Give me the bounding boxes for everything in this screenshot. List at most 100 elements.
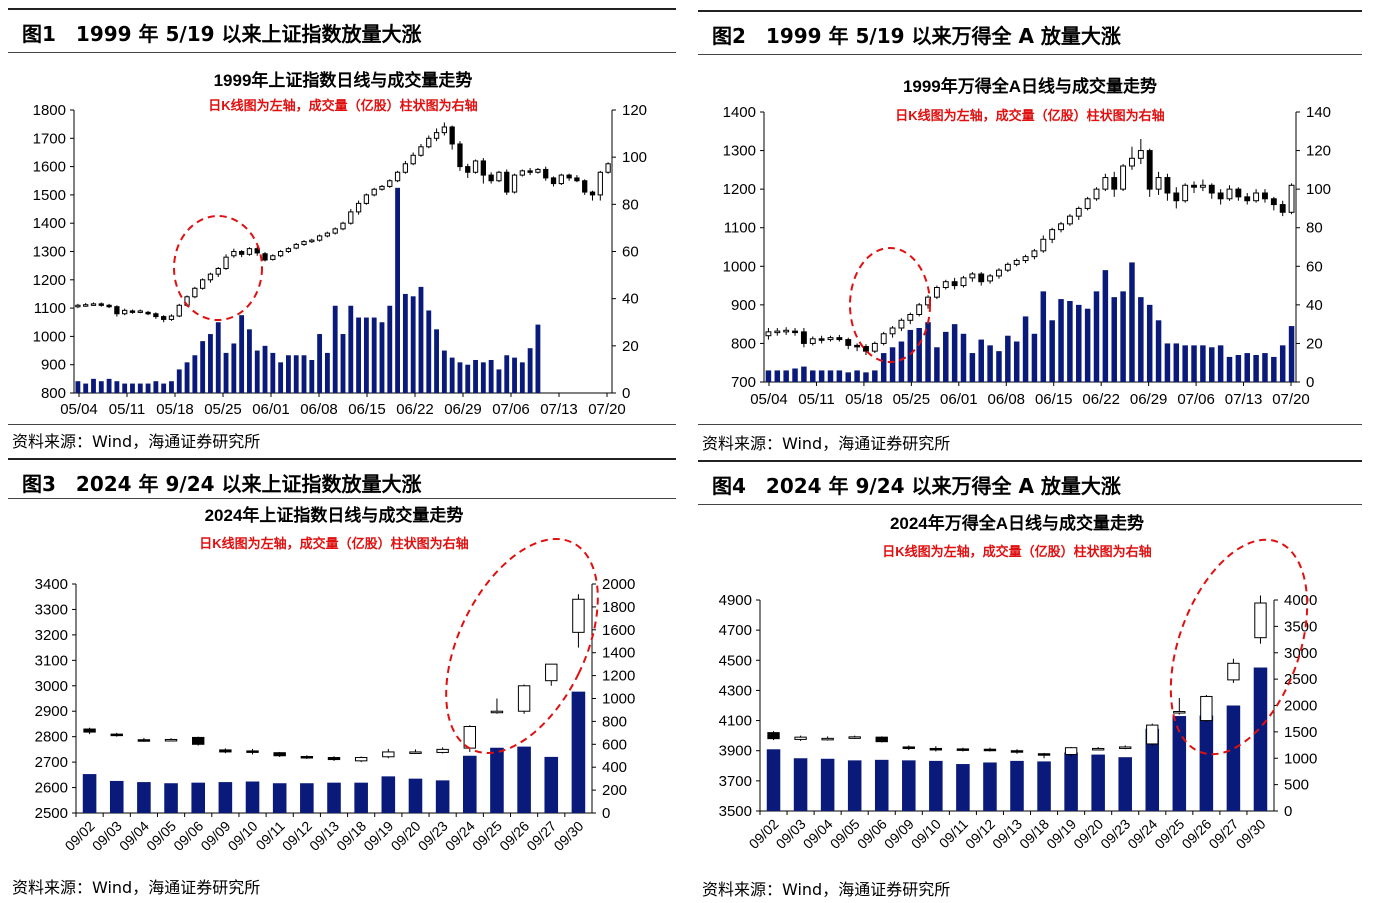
volume-bar [1049,320,1055,382]
candle-body [956,748,970,751]
volume-bar [907,329,914,382]
volume-bar [1199,715,1214,811]
candle-body [558,174,564,185]
x-tick-label: 06/22 [396,401,434,418]
volume-bar [827,370,834,382]
volume-bar [379,322,385,393]
volume-bar [1120,291,1126,382]
candle-body [122,309,128,315]
candle-body [90,303,97,306]
volume-bar [402,293,408,393]
x-tick-label: 07/06 [1177,391,1215,408]
right-tick-label: 500 [1284,777,1309,794]
volume-bar [332,305,338,393]
candle-body [875,736,888,743]
volume-bar [519,362,525,393]
volume-bar [161,383,167,393]
candle-body [1022,256,1029,261]
volume-bar [327,782,341,813]
volume-bar [898,341,905,382]
volume-bar [1226,705,1241,811]
volume-bar [340,334,346,393]
x-tick-label: 07/13 [540,401,578,418]
volume-bar [272,783,287,813]
chart-title: 1999年上证指数日线与成交量走势 [214,70,473,90]
volume-bar [286,355,291,393]
right-tick-label: 40 [622,291,639,308]
figure-title: 图4 2024 年 9/24 以来万得全 A 放量大涨 [712,474,1121,498]
volume-bar [270,352,276,393]
candle-body [223,256,229,269]
volume-bar [137,782,151,813]
left-tick-label: 4300 [719,682,752,699]
candle-body [794,736,807,740]
x-tick-label: 07/20 [1272,391,1310,408]
candle-body [309,239,315,243]
volume-bar [1064,752,1078,811]
volume-bar [880,353,887,382]
volume-bar [218,782,233,813]
volume-bar [943,331,949,382]
candle-body [270,255,276,260]
candle-body [1270,198,1277,206]
volume-bar [1271,356,1277,382]
chart-subtitle: 日K线图为左轴，成交量（亿股）柱状图为右轴 [208,98,477,113]
candle-body [231,251,237,257]
x-tick-label: 06/01 [252,401,290,418]
candle-body [767,732,780,740]
volume-bar [535,324,541,393]
candle-body [83,728,96,733]
volume-bar [960,333,967,382]
volume-bar [820,758,835,811]
right-tick-label: 120 [1306,143,1331,160]
volume-bar [1111,297,1117,382]
x-tick-label: 09/24 [442,818,478,854]
title-rule [698,504,1362,505]
left-tick-label: 3300 [35,601,68,618]
volume-bar [223,352,229,393]
volume-bar [810,370,816,382]
candle-body [792,330,798,334]
x-tick-label: 09/26 [496,818,532,854]
volume-bar [408,778,423,813]
volume-bar [969,353,976,382]
volume-bar [176,369,182,393]
highlight-ellipse [1169,538,1309,756]
volume-bar [426,310,432,393]
right-tick-label: 1000 [602,691,635,708]
volume-bar [512,357,517,393]
candle-body [402,163,409,173]
candle-body [371,188,377,196]
volume-bar [239,315,245,393]
volume-bar [153,381,159,393]
x-tick-label: 09/30 [1232,816,1268,852]
candle-body [246,750,259,753]
x-tick-label: 09/05 [143,818,179,854]
candle-body [597,171,603,196]
volume-bar [1040,291,1047,382]
candle-body [848,736,861,739]
right-tick-label: 0 [1306,374,1314,391]
left-tick-label: 700 [731,374,756,391]
left-tick-label: 1200 [723,181,756,198]
left-tick-label: 2700 [35,754,68,771]
left-tick-label: 3200 [35,627,68,644]
candle-body [176,304,182,317]
candle-body [129,310,136,313]
candle-body [382,751,395,758]
volume-bar [247,329,252,393]
candle-body [363,194,370,204]
volume-bar [845,372,851,382]
volume-bar [324,352,330,393]
volume-bar [145,383,151,393]
candle-body [1075,207,1082,217]
figure-panel-3: 图3 2024 年 9/24 以来上证指数放量大涨 2024年上证指数日线与成交… [8,458,676,898]
left-tick-label: 1500 [33,187,66,204]
volume-bar [1235,355,1242,382]
candle-body [1200,695,1213,722]
figure-panel-2: 图2 1999 年 5/19 以来万得全 A 放量大涨 1999年万得全A日线与… [698,10,1362,460]
left-tick-label: 2600 [35,780,68,797]
candle-body [519,170,525,176]
volume-bar [309,359,315,393]
volume-bar [1200,345,1206,382]
